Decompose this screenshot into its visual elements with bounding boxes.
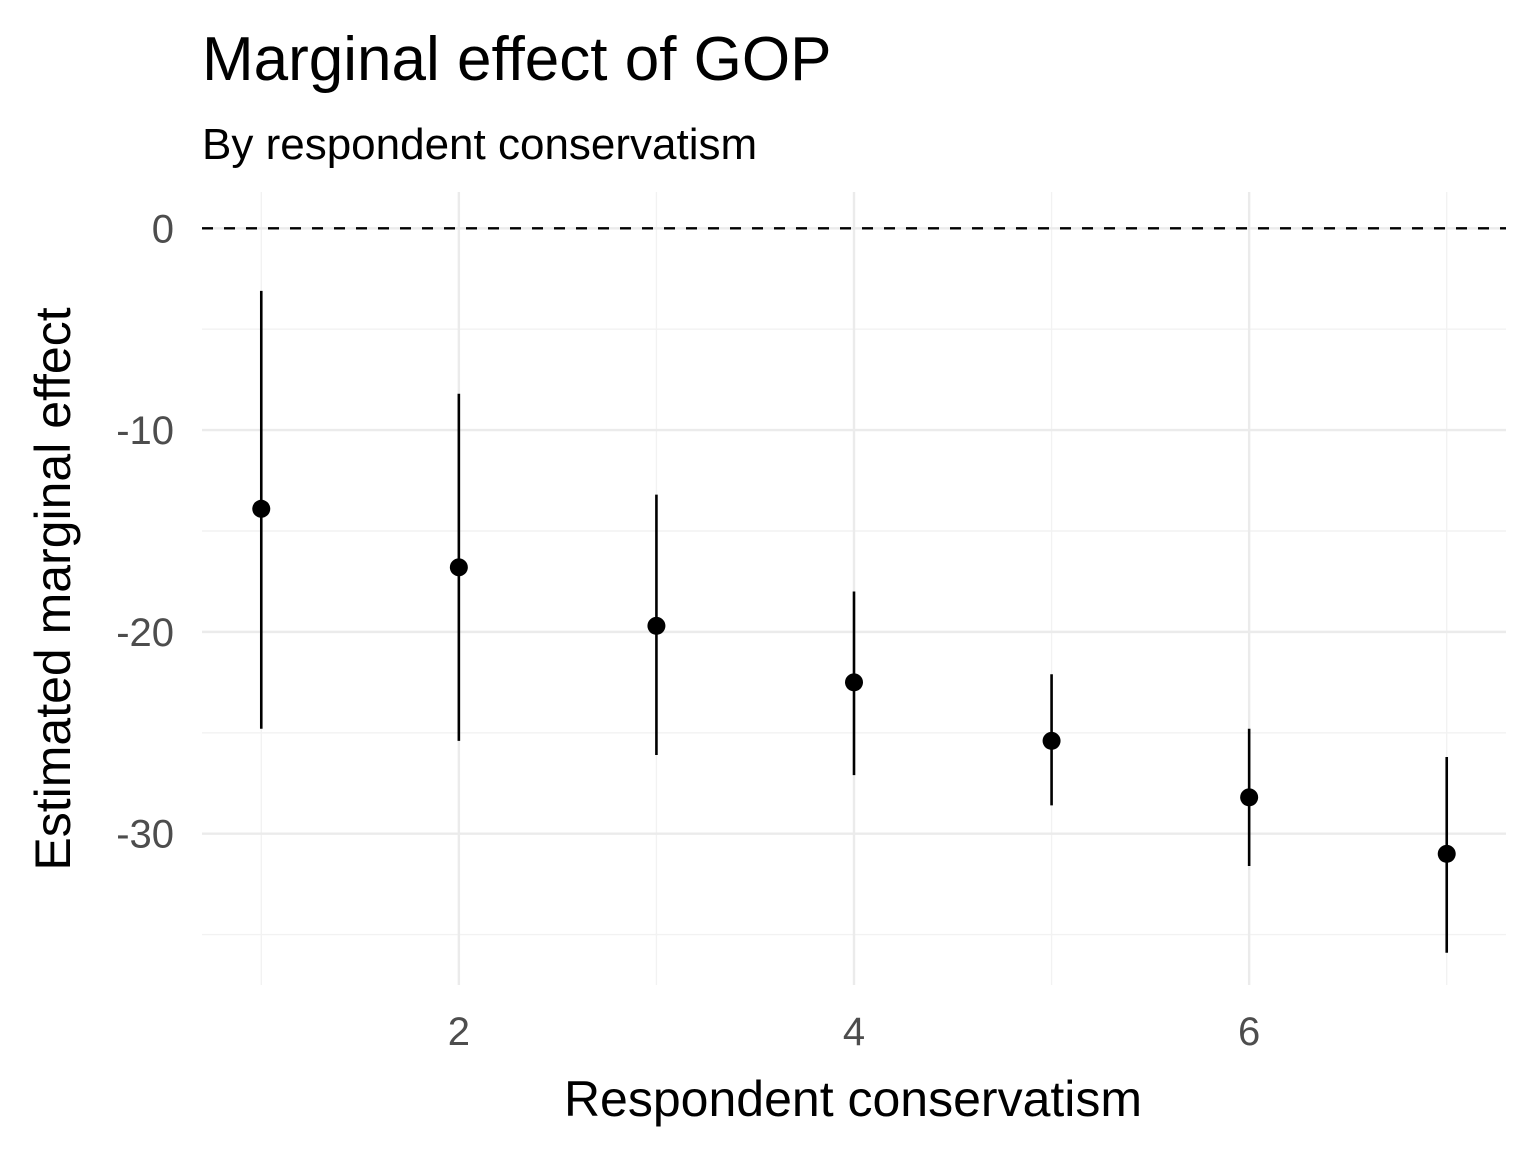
y-tick-label: 0	[152, 207, 174, 251]
data-point	[1042, 731, 1061, 750]
x-axis-title: Respondent conservatism	[564, 1071, 1142, 1127]
x-tick-label: 6	[1238, 1010, 1260, 1054]
data-point	[1437, 844, 1456, 863]
x-tick-label: 2	[448, 1010, 470, 1054]
data-point	[1240, 788, 1259, 807]
data-point	[845, 673, 863, 692]
chart-subtitle: By respondent conservatism	[202, 120, 757, 169]
x-tick-label: 4	[843, 1010, 865, 1054]
data-points	[252, 499, 1456, 863]
y-axis-title: Estimated marginal effect	[25, 307, 81, 870]
y-tick-label: -30	[116, 813, 174, 857]
y-tick-label: -20	[116, 611, 174, 655]
tick-labels: 2 4 6 0 -10 -20 -30	[116, 207, 1260, 1054]
y-tick-label: -10	[116, 409, 174, 453]
data-point	[252, 499, 271, 518]
grid	[202, 192, 1506, 985]
chart-title: Marginal effect of GOP	[202, 25, 831, 94]
data-point	[647, 616, 666, 635]
data-point	[449, 558, 468, 577]
